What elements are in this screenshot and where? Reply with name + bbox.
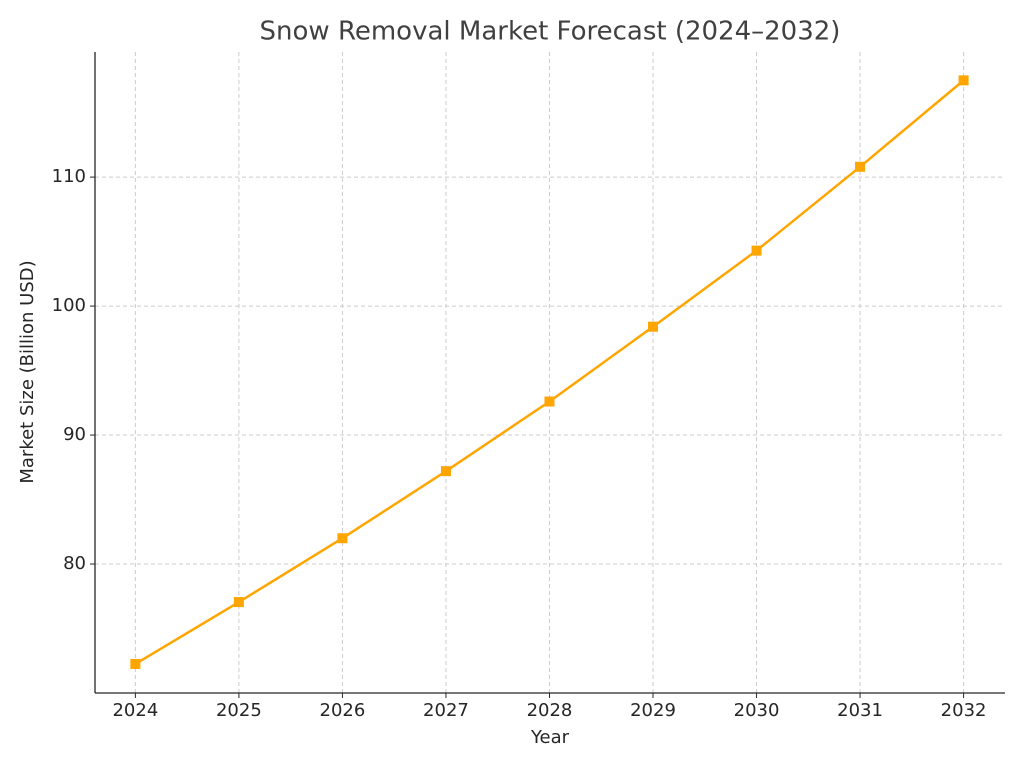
x-tick-label: 2032 — [941, 700, 987, 721]
marker — [233, 597, 244, 608]
y-axis-label: Market Size (Billion USD) — [17, 260, 38, 483]
marker — [130, 658, 141, 669]
marker — [958, 75, 969, 86]
marker — [544, 396, 555, 407]
x-tick-label: 2024 — [112, 700, 158, 721]
chart-title: Snow Removal Market Forecast (2024–2032) — [260, 17, 841, 47]
y-tick-label: 100 — [52, 295, 86, 316]
y-tick-label: 110 — [52, 166, 86, 187]
marker — [751, 245, 762, 256]
x-tick-label: 2028 — [527, 700, 573, 721]
marker — [337, 533, 348, 544]
x-tick-label: 2025 — [216, 700, 262, 721]
x-tick-label: 2030 — [734, 700, 780, 721]
x-tick-label: 2027 — [423, 700, 469, 721]
x-tick-label: 2031 — [837, 700, 883, 721]
marker — [855, 161, 866, 172]
x-axis-label: Year — [530, 727, 570, 748]
marker — [440, 466, 451, 477]
marker — [648, 321, 659, 332]
y-tick-label: 80 — [63, 553, 86, 574]
y-tick-label: 90 — [63, 424, 86, 445]
x-tick-label: 2029 — [630, 700, 676, 721]
x-tick-label: 2026 — [320, 700, 366, 721]
